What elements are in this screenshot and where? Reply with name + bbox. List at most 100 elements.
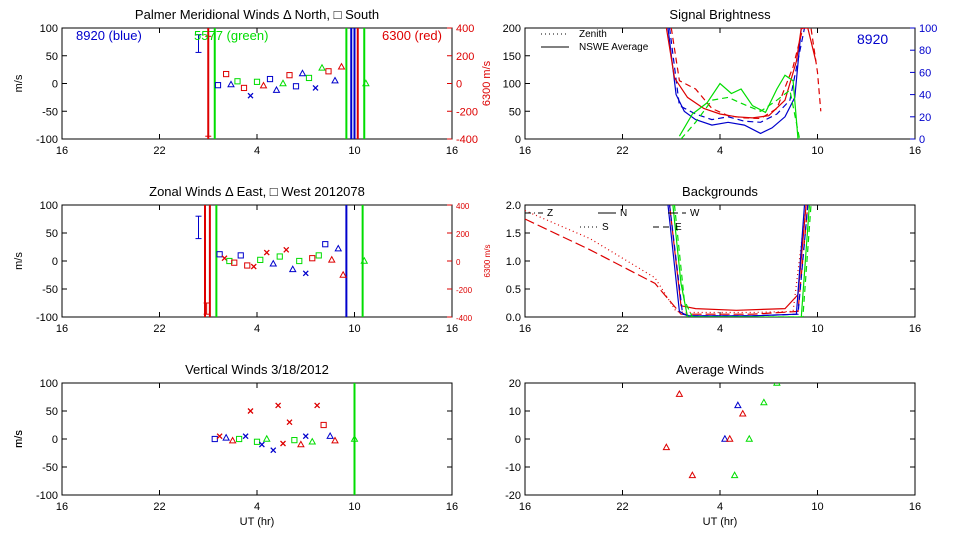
y2-tick-label: 200 — [456, 230, 470, 239]
x-tick-label: 16 — [519, 323, 531, 335]
data-point — [773, 383, 781, 386]
legend-label: N — [620, 208, 627, 219]
x-tick-label: 16 — [519, 501, 531, 513]
y-tick-label: -50 — [42, 284, 58, 296]
legend-label: Z — [547, 208, 553, 219]
y-axis-label: m/s — [13, 252, 25, 270]
x-tick-label: 4 — [717, 145, 723, 157]
x-tick-label: 4 — [717, 501, 723, 513]
x-tick-label: 16 — [909, 501, 921, 513]
data-point — [272, 85, 281, 93]
series-label: 5577 (green) — [194, 28, 268, 43]
plot-area — [662, 383, 781, 479]
data-point — [276, 253, 283, 260]
data-point — [327, 255, 336, 263]
data-point — [247, 408, 254, 414]
data-point — [760, 398, 768, 406]
data-point — [738, 409, 747, 417]
y-tick-label: -100 — [36, 490, 58, 502]
data-point — [675, 389, 684, 397]
data-point — [721, 434, 729, 442]
data-point — [280, 440, 286, 447]
data-point — [258, 441, 265, 448]
data-point — [253, 438, 261, 445]
data-point — [305, 74, 313, 82]
series-line — [667, 205, 806, 317]
plot-area — [195, 28, 370, 139]
chart-title: Backgrounds — [682, 184, 758, 199]
x-tick-label: 10 — [811, 501, 823, 513]
plot-area — [525, 205, 812, 317]
x-tick-label: 4 — [254, 145, 260, 157]
data-point — [257, 256, 264, 263]
data-point — [734, 401, 742, 409]
x-tick-label: 10 — [348, 501, 360, 513]
x-tick-label: 10 — [811, 145, 823, 157]
series-line — [667, 28, 802, 135]
data-point — [283, 246, 290, 253]
data-point — [221, 255, 228, 262]
x-tick-label: 16 — [56, 501, 68, 513]
panel-3: Backgrounds 16 22 4 10 16 2.0 1.5 1.0 0.5 0.0 Z N W S E — [506, 184, 921, 335]
data-point — [662, 443, 671, 451]
y2-tick-label: 40 — [919, 90, 931, 102]
data-point — [296, 257, 303, 265]
series-line — [525, 205, 807, 314]
data-point — [350, 434, 359, 442]
y-tick-label: 0.5 — [506, 284, 521, 296]
plot-area — [665, 28, 822, 139]
legend-label: E — [675, 222, 682, 233]
chart-title: Zonal Winds Δ East, □ West 2012078 — [149, 184, 365, 199]
y2-tick-label: 400 — [456, 23, 474, 35]
data-point — [262, 434, 271, 442]
y2-tick-label: 200 — [456, 51, 474, 63]
x-tick-label: 22 — [616, 145, 628, 157]
series-line — [669, 205, 809, 317]
plot-frame — [524, 382, 916, 496]
data-point — [269, 259, 278, 267]
data-point — [216, 251, 223, 258]
y2-tick-label: 20 — [919, 112, 931, 124]
y2-axis-label: 6300 m/s — [481, 60, 493, 106]
y-tick-label: 200 — [503, 23, 521, 35]
legend-label: Zenith — [579, 29, 607, 40]
x-tick-label: 22 — [153, 145, 165, 157]
x-tick-label: 22 — [153, 323, 165, 335]
x-tick-label: 10 — [348, 323, 360, 335]
y-tick-label: 100 — [40, 23, 58, 35]
data-point — [331, 76, 339, 84]
y2-tick-label: 400 — [456, 202, 470, 211]
y-tick-label: -100 — [36, 134, 58, 146]
y-tick-label: -10 — [505, 462, 521, 474]
data-point — [292, 83, 300, 90]
series-line — [680, 89, 801, 139]
y-tick-label: -50 — [42, 106, 58, 118]
panel-4: Vertical Winds 3/18/2012 16 22 4 10 16 100 50 0 -… — [13, 362, 458, 528]
y-tick-label: 2.0 — [506, 200, 521, 212]
data-point — [360, 256, 369, 264]
data-point — [302, 433, 309, 440]
x-tick-label: 4 — [717, 323, 723, 335]
x-tick-label: 4 — [254, 501, 260, 513]
plot-area — [211, 383, 359, 495]
y-tick-label: 0 — [52, 256, 58, 268]
data-point — [222, 433, 230, 441]
data-point — [250, 263, 257, 270]
series-line — [669, 205, 807, 311]
data-point — [216, 433, 223, 440]
y2-tick-label: -400 — [456, 134, 478, 146]
data-point — [234, 78, 241, 85]
y-tick-label: 1.5 — [506, 228, 521, 240]
legend-label: NSWE Average — [579, 42, 649, 53]
y-tick-label: 0 — [52, 79, 58, 91]
y-tick-label: 10 — [509, 406, 521, 418]
data-point — [302, 270, 309, 277]
legend-label: W — [690, 208, 700, 219]
x-tick-label: 4 — [254, 323, 260, 335]
data-point — [298, 69, 307, 77]
y2-tick-label: -400 — [456, 314, 473, 323]
series-line — [673, 205, 812, 317]
data-point — [244, 262, 251, 269]
x-tick-label: 16 — [56, 323, 68, 335]
data-point — [237, 252, 244, 259]
